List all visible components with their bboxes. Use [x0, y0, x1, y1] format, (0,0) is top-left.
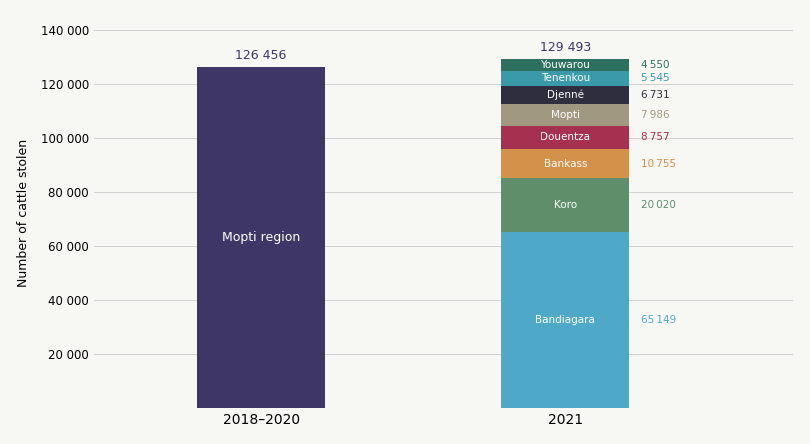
Text: Bankass: Bankass: [544, 159, 587, 169]
Text: Douentza: Douentza: [540, 132, 590, 143]
Bar: [501, 178, 629, 232]
Text: Youwarou: Youwarou: [540, 59, 590, 70]
Text: Mopti region: Mopti region: [222, 231, 301, 244]
Text: Bandiagara: Bandiagara: [535, 315, 595, 325]
Text: 5 545: 5 545: [642, 73, 670, 83]
Text: Tenenkou: Tenenkou: [540, 73, 590, 83]
Text: 7 986: 7 986: [642, 110, 670, 120]
Bar: [501, 59, 629, 71]
Bar: [501, 232, 629, 408]
Text: 20 020: 20 020: [642, 200, 676, 210]
Y-axis label: Number of cattle stolen: Number of cattle stolen: [17, 139, 30, 287]
Bar: [501, 86, 629, 104]
Bar: [501, 71, 629, 86]
Text: 65 149: 65 149: [642, 315, 676, 325]
Bar: [501, 104, 629, 126]
Text: 10 755: 10 755: [642, 159, 676, 169]
Bar: [198, 67, 325, 408]
Text: 8 757: 8 757: [642, 132, 670, 143]
Text: 6 731: 6 731: [642, 90, 670, 100]
Bar: [501, 149, 629, 178]
Text: 126 456: 126 456: [236, 49, 287, 62]
Text: Djenné: Djenné: [547, 90, 584, 100]
Text: Koro: Koro: [554, 200, 577, 210]
Text: 129 493: 129 493: [539, 41, 590, 54]
Text: 4 550: 4 550: [642, 59, 670, 70]
Bar: [501, 126, 629, 149]
Text: Mopti: Mopti: [551, 110, 580, 120]
